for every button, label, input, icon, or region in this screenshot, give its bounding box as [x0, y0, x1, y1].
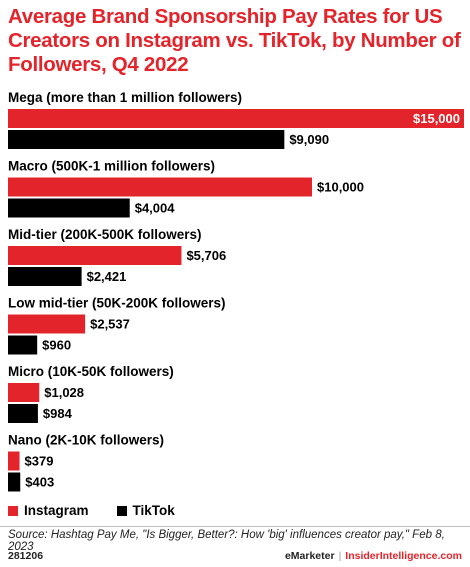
legend-label-instagram: Instagram [24, 503, 89, 518]
value-label-tiktok: $403 [25, 475, 54, 490]
value-label-instagram: $10,000 [317, 180, 364, 195]
brand-insider-intelligence: InsiderIntelligence.com [345, 550, 462, 562]
value-label-instagram: $1,028 [44, 385, 84, 400]
bar-tiktok [8, 404, 38, 423]
value-label-tiktok: $2,421 [87, 269, 127, 284]
bar-chart: Mega (more than 1 million followers) $15,… [8, 90, 464, 492]
value-label-tiktok: $9,090 [289, 132, 329, 147]
bar-tiktok [8, 267, 82, 286]
bar-tiktok [8, 335, 38, 355]
value-label-tiktok: $984 [43, 406, 73, 421]
legend-label-tiktok: TikTok [132, 503, 175, 518]
bar-tiktok [8, 198, 130, 218]
bar-instagram [8, 451, 20, 471]
value-label-instagram: $5,706 [186, 248, 226, 263]
bar-tiktok [8, 472, 21, 492]
bar-instagram [8, 383, 40, 402]
bar-instagram [8, 314, 86, 334]
source-divider [0, 526, 470, 527]
category-label: Mega (more than 1 million followers) [8, 90, 242, 105]
category-label: Nano (2K-10K followers) [8, 433, 164, 448]
value-label-tiktok: $960 [42, 338, 71, 353]
value-label-instagram: $15,000 [413, 111, 460, 126]
brand-emarketer: eMarketer [284, 550, 335, 562]
category-label: Low mid-tier (50K-200K followers) [8, 296, 226, 311]
category-label: Micro (10K-50K followers) [8, 364, 174, 379]
legend: Instagram TikTok [8, 503, 203, 518]
bar-tiktok [8, 130, 285, 149]
brand-separator: | [338, 550, 342, 562]
bar-instagram [8, 177, 312, 197]
category-label: Mid-tier (200K-500K followers) [8, 227, 202, 242]
source-note: Source: Hashtag Pay Me, "Is Bigger, Bett… [8, 529, 445, 553]
legend-item-tiktok: TikTok [116, 503, 175, 518]
bar-instagram [8, 246, 182, 265]
category-label: Macro (500K-1 million followers) [8, 159, 215, 174]
value-label-tiktok: $4,004 [135, 201, 176, 216]
legend-item-instagram: Instagram [8, 503, 89, 518]
chart-id: 281206 [8, 550, 44, 562]
footer-brand: eMarketer | InsiderIntelligence.com [285, 550, 462, 562]
value-label-instagram: $2,537 [90, 317, 130, 332]
legend-swatch-tiktok [116, 505, 127, 516]
value-label-instagram: $379 [25, 454, 54, 469]
legend-swatch-instagram [8, 505, 18, 516]
bar-instagram [8, 109, 464, 128]
chart-title: Average Brand Sponsorship Pay Rates for … [8, 5, 461, 76]
